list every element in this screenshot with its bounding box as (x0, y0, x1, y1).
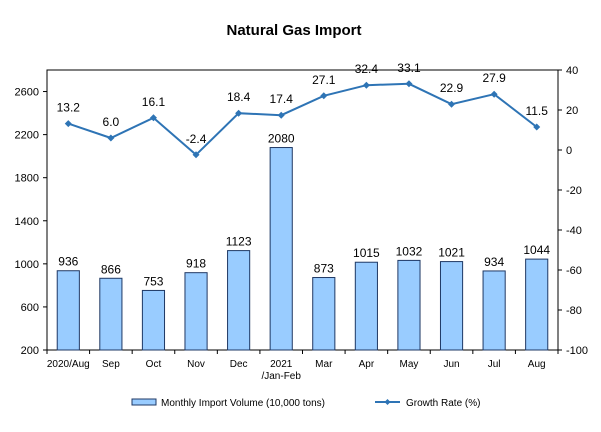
line-point (64, 120, 72, 128)
left-tick-label: 600 (21, 302, 39, 314)
bar-value-label: 1032 (396, 244, 423, 258)
left-tick-label: 2600 (15, 87, 39, 99)
line-value-label: 18.4 (227, 90, 251, 104)
x-category-label: Dec (230, 359, 248, 370)
line-value-label: 33.1 (397, 61, 421, 75)
right-tick-label: 20 (566, 105, 578, 117)
x-category-label: Jun (443, 359, 459, 370)
legend-bar-label: Monthly Import Volume (10,000 tons) (161, 398, 325, 409)
line-point (107, 134, 115, 142)
bar-value-label: 934 (484, 255, 504, 269)
bar (397, 259, 421, 351)
line-point (320, 92, 328, 100)
legend-bar-swatch (131, 398, 157, 406)
bar (99, 277, 123, 351)
line-value-label: 13.2 (57, 101, 81, 115)
bar-value-label: 753 (143, 274, 163, 288)
line-value-label: 27.1 (312, 73, 336, 87)
line-value-label: 16.1 (142, 95, 166, 109)
bar-value-label: 918 (186, 257, 206, 271)
line-value-label: 32.4 (355, 62, 379, 76)
bar (312, 277, 336, 351)
bar (354, 261, 378, 351)
x-category-label: Aug (528, 359, 546, 370)
legend-line-marker (384, 399, 391, 405)
x-category-label: May (400, 359, 419, 370)
left-tick-label: 1800 (15, 173, 39, 185)
x-category-label: 2021/Jan-Feb (261, 359, 301, 382)
line-value-label: 27.9 (482, 71, 506, 85)
bar (269, 147, 293, 351)
line-point (448, 100, 456, 108)
bar-value-label: 1123 (226, 235, 252, 249)
left-tick-label: 1400 (15, 216, 39, 228)
x-category-label: 2020/Aug (47, 359, 90, 370)
line-value-label: -2.4 (186, 132, 207, 146)
line-value-label: 6.0 (103, 115, 120, 129)
bar (439, 261, 464, 351)
bar (525, 258, 549, 351)
bar-value-label: 873 (314, 262, 334, 276)
left-tick-label: 2200 (15, 130, 39, 142)
line-point (235, 109, 243, 117)
right-tick-label: -40 (566, 225, 582, 237)
x-category-label: Nov (187, 359, 205, 370)
legend-line-label: Growth Rate (%) (406, 398, 480, 409)
x-category-label: Jul (488, 359, 501, 370)
bar-value-label: 1021 (438, 246, 465, 260)
bar (482, 270, 506, 351)
growth-rate-line (67, 82, 538, 157)
bar (56, 270, 80, 351)
chart-title: Natural Gas Import (226, 22, 361, 39)
bar-value-label: 2080 (268, 132, 295, 146)
line-point (362, 81, 370, 89)
bar-value-label: 936 (58, 255, 78, 269)
bar (227, 250, 251, 351)
bar (141, 289, 166, 351)
x-category-label: Apr (359, 359, 375, 370)
left-tick-label: 1000 (15, 259, 39, 271)
line-value-label: 17.4 (270, 92, 294, 106)
plot-frame (46, 69, 559, 351)
x-category-label: Oct (146, 359, 162, 370)
bar-value-label: 1015 (353, 246, 380, 260)
x-category-label: Sep (102, 359, 120, 370)
line-point (405, 80, 413, 88)
right-tick-label: 40 (566, 65, 578, 77)
right-tick-label: -20 (566, 185, 582, 197)
line-point (149, 114, 157, 122)
line-point (533, 123, 541, 131)
right-tick-label: -60 (566, 265, 582, 277)
right-tick-label: -80 (566, 305, 582, 317)
bar-value-label: 1044 (523, 243, 550, 257)
bar-value-label: 866 (101, 262, 121, 276)
line-point (490, 90, 498, 98)
line-value-label: 11.5 (525, 104, 548, 118)
line-point (192, 151, 200, 159)
line-value-label: 22.9 (440, 81, 464, 95)
right-tick-label: -100 (566, 345, 588, 357)
x-category-label: Mar (315, 359, 333, 370)
left-tick-label: 200 (21, 345, 39, 357)
right-tick-label: 0 (566, 145, 572, 157)
bar (184, 272, 208, 351)
line-point (277, 111, 285, 119)
